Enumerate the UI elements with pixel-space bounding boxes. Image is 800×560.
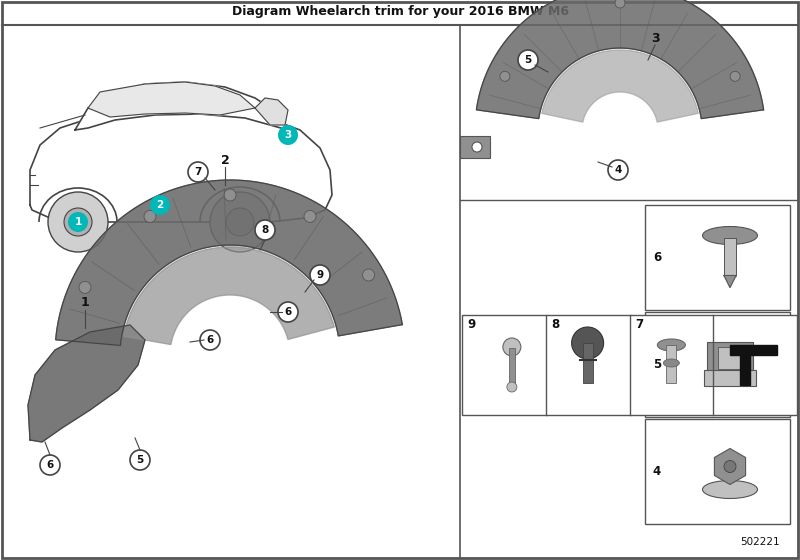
Text: 6: 6 — [653, 251, 661, 264]
Circle shape — [572, 327, 604, 359]
Ellipse shape — [663, 359, 679, 367]
Circle shape — [224, 189, 236, 201]
Circle shape — [278, 125, 298, 145]
Circle shape — [362, 269, 374, 281]
Text: 502221: 502221 — [740, 537, 780, 547]
Circle shape — [608, 160, 628, 180]
Circle shape — [615, 0, 625, 8]
Circle shape — [68, 212, 88, 232]
Ellipse shape — [658, 339, 686, 351]
Circle shape — [200, 330, 220, 350]
Polygon shape — [124, 247, 334, 344]
FancyBboxPatch shape — [462, 315, 797, 415]
Text: 5: 5 — [136, 455, 144, 465]
FancyBboxPatch shape — [460, 136, 490, 158]
Polygon shape — [730, 345, 777, 385]
FancyBboxPatch shape — [645, 312, 790, 417]
FancyBboxPatch shape — [666, 345, 676, 383]
Circle shape — [48, 192, 108, 252]
Text: 1: 1 — [81, 296, 90, 309]
Circle shape — [226, 208, 254, 236]
FancyBboxPatch shape — [704, 370, 756, 385]
Text: 4: 4 — [653, 465, 661, 478]
Polygon shape — [255, 98, 288, 125]
Circle shape — [278, 302, 298, 322]
Text: Diagram Wheelarch trim for your 2016 BMW M6: Diagram Wheelarch trim for your 2016 BMW… — [231, 6, 569, 18]
Text: 7: 7 — [194, 167, 202, 177]
Text: 2: 2 — [156, 200, 164, 210]
Polygon shape — [724, 276, 736, 287]
Ellipse shape — [702, 480, 758, 498]
Text: 8: 8 — [262, 225, 269, 235]
Text: 2: 2 — [221, 153, 230, 166]
Circle shape — [724, 460, 736, 473]
Circle shape — [144, 211, 156, 222]
Polygon shape — [28, 325, 145, 442]
Text: 8: 8 — [552, 319, 560, 332]
Circle shape — [79, 281, 91, 293]
Circle shape — [518, 50, 538, 70]
FancyBboxPatch shape — [718, 347, 742, 368]
Polygon shape — [88, 82, 255, 117]
Polygon shape — [714, 449, 746, 484]
Polygon shape — [75, 82, 288, 130]
Circle shape — [304, 211, 316, 222]
Polygon shape — [56, 180, 402, 346]
Text: 6: 6 — [284, 307, 292, 317]
Text: 3: 3 — [284, 130, 292, 140]
Text: 9: 9 — [317, 270, 323, 280]
Text: 9: 9 — [468, 319, 476, 332]
FancyBboxPatch shape — [645, 205, 790, 310]
Circle shape — [188, 162, 208, 182]
FancyBboxPatch shape — [582, 343, 593, 383]
FancyBboxPatch shape — [724, 237, 736, 276]
Circle shape — [310, 265, 330, 285]
Polygon shape — [30, 108, 332, 222]
FancyBboxPatch shape — [645, 419, 790, 524]
Polygon shape — [477, 0, 763, 119]
Ellipse shape — [702, 226, 758, 245]
Text: 4: 4 — [614, 165, 622, 175]
Circle shape — [64, 208, 92, 236]
Circle shape — [472, 142, 482, 152]
Text: 7: 7 — [635, 319, 643, 332]
Text: 1: 1 — [74, 217, 82, 227]
Circle shape — [210, 192, 270, 252]
Circle shape — [40, 455, 60, 475]
Text: 3: 3 — [650, 31, 659, 44]
FancyBboxPatch shape — [509, 348, 515, 383]
Circle shape — [730, 71, 740, 81]
Circle shape — [500, 71, 510, 81]
Circle shape — [507, 382, 517, 392]
Polygon shape — [542, 50, 698, 122]
Circle shape — [255, 220, 275, 240]
Text: 5: 5 — [524, 55, 532, 65]
Text: 5: 5 — [653, 358, 661, 371]
Circle shape — [503, 338, 521, 356]
Text: 6: 6 — [46, 460, 54, 470]
FancyBboxPatch shape — [707, 342, 753, 374]
Text: 6: 6 — [206, 335, 214, 345]
Circle shape — [150, 195, 170, 215]
Circle shape — [130, 450, 150, 470]
